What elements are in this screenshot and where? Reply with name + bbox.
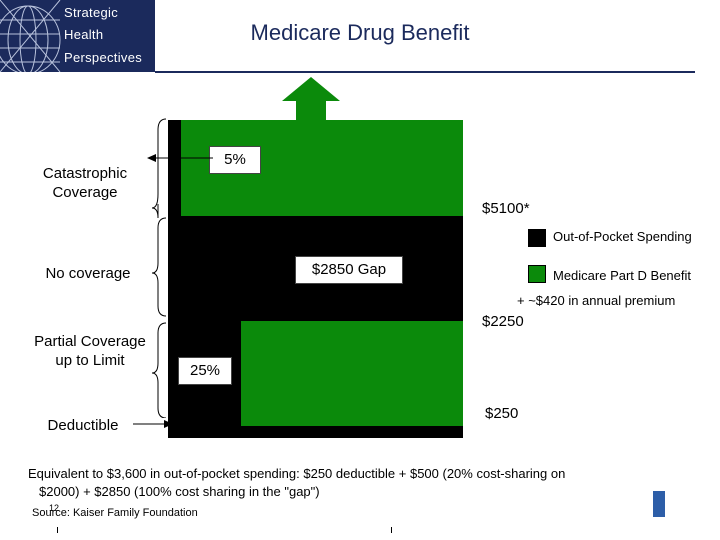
source-credit: Source: Kaiser Family Foundation [32,507,198,519]
coinsurance-25-label: 25% [178,357,232,385]
catastrophic-arrow-icon [147,154,213,162]
partial-coverage-label: Partial Coverage up to Limit [34,333,146,369]
threshold-5100: $5100* [482,200,530,217]
threshold-2250: $2250 [482,313,524,330]
bracket-group [151,118,167,418]
slide-nav-button[interactable] [653,491,665,517]
gap-label: $2850 Gap [295,256,403,284]
no-coverage-label: No coverage [45,265,131,282]
globe-icon [0,0,61,72]
logo-line-1: Strategic [64,5,119,20]
up-arrow-icon [282,77,340,121]
logo: Strategic Health Perspectives [0,0,155,72]
title-divider [155,71,695,73]
bottom-tick-right [391,527,392,533]
page-title: Medicare Drug Benefit [250,20,470,45]
legend-premium-note: + ~$420 in annual premium [517,293,676,308]
footnote-line-2: $2000) + $2850 (100% cost sharing in the… [39,484,320,499]
footnote: Equivalent to $3,600 in out-of-pocket sp… [28,465,648,501]
legend-medicare-label: Medicare Part D Benefit [553,268,692,283]
logo-line-2: Health [64,27,104,42]
footnote-line-1: Equivalent to $3,600 in out-of-pocket sp… [28,466,566,481]
logo-line-3: Perspectives [64,50,143,65]
catastrophic-label: Catastrophic Coverage [42,165,128,201]
chart-bar-partial-medicare [241,321,463,426]
legend-swatch-oop [528,229,546,247]
coinsurance-5-label: 5% [209,146,261,174]
deductible-label: Deductible [47,417,119,434]
deductible-arrow-icon [133,420,173,428]
legend-swatch-medicare [528,265,546,283]
threshold-250: $250 [485,405,519,422]
page-number: 12 [49,503,60,513]
legend-oop-label: Out-of-Pocket Spending [553,229,692,244]
bottom-tick-left [57,527,58,533]
